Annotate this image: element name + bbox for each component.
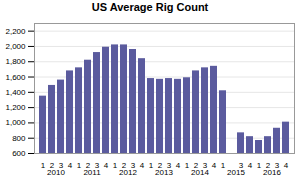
svg-text:4: 4: [212, 161, 217, 170]
svg-text:1: 1: [77, 161, 82, 170]
svg-text:4: 4: [284, 161, 289, 170]
svg-text:800: 800: [12, 134, 26, 143]
svg-text:1,200: 1,200: [5, 103, 26, 112]
html-text:2 3: 2 3: [265, 161, 280, 171]
svg-text:600: 600: [12, 149, 26, 158]
svg-text:4: 4: [104, 161, 109, 170]
svg-text:2013: 2013: [155, 168, 173, 177]
svg-text:2015: 2015: [227, 168, 245, 177]
html-text:2 3: 2 3: [193, 161, 208, 171]
svg-text:1: 1: [257, 161, 262, 170]
html-text:2 3: 2 3: [121, 161, 136, 171]
svg-text:4: 4: [68, 161, 73, 170]
svg-text:1: 1: [221, 161, 226, 170]
html-text:US Average Rig Count: US Average Rig Count: [91, 1, 209, 13]
svg-text:2016: 2016: [263, 168, 281, 177]
html-text:2 3: 2 3: [49, 161, 64, 171]
svg-text:2011: 2011: [83, 168, 101, 177]
svg-text:1,800: 1,800: [5, 57, 26, 66]
svg-text:2,200: 2,200: [5, 27, 26, 36]
svg-text:1,400: 1,400: [5, 88, 26, 97]
svg-text:2010: 2010: [47, 168, 65, 177]
svg-text:1: 1: [149, 161, 154, 170]
svg-text:4: 4: [140, 161, 145, 170]
html-text:2 3: 2 3: [85, 161, 100, 171]
svg-text:2014: 2014: [191, 168, 209, 177]
svg-text:2012: 2012: [119, 168, 137, 177]
html-text:2 3: 2 3: [157, 161, 172, 171]
svg-text:1: 1: [185, 161, 190, 170]
svg-text:1: 1: [41, 161, 46, 170]
svg-text:4: 4: [176, 161, 181, 170]
svg-text:1: 1: [113, 161, 118, 170]
svg-text:1,000: 1,000: [5, 118, 26, 127]
svg-text:3: 3: [238, 161, 244, 171]
svg-text:4: 4: [248, 161, 253, 170]
svg-text:1,600: 1,600: [5, 73, 26, 82]
svg-text:2,000: 2,000: [5, 42, 26, 51]
